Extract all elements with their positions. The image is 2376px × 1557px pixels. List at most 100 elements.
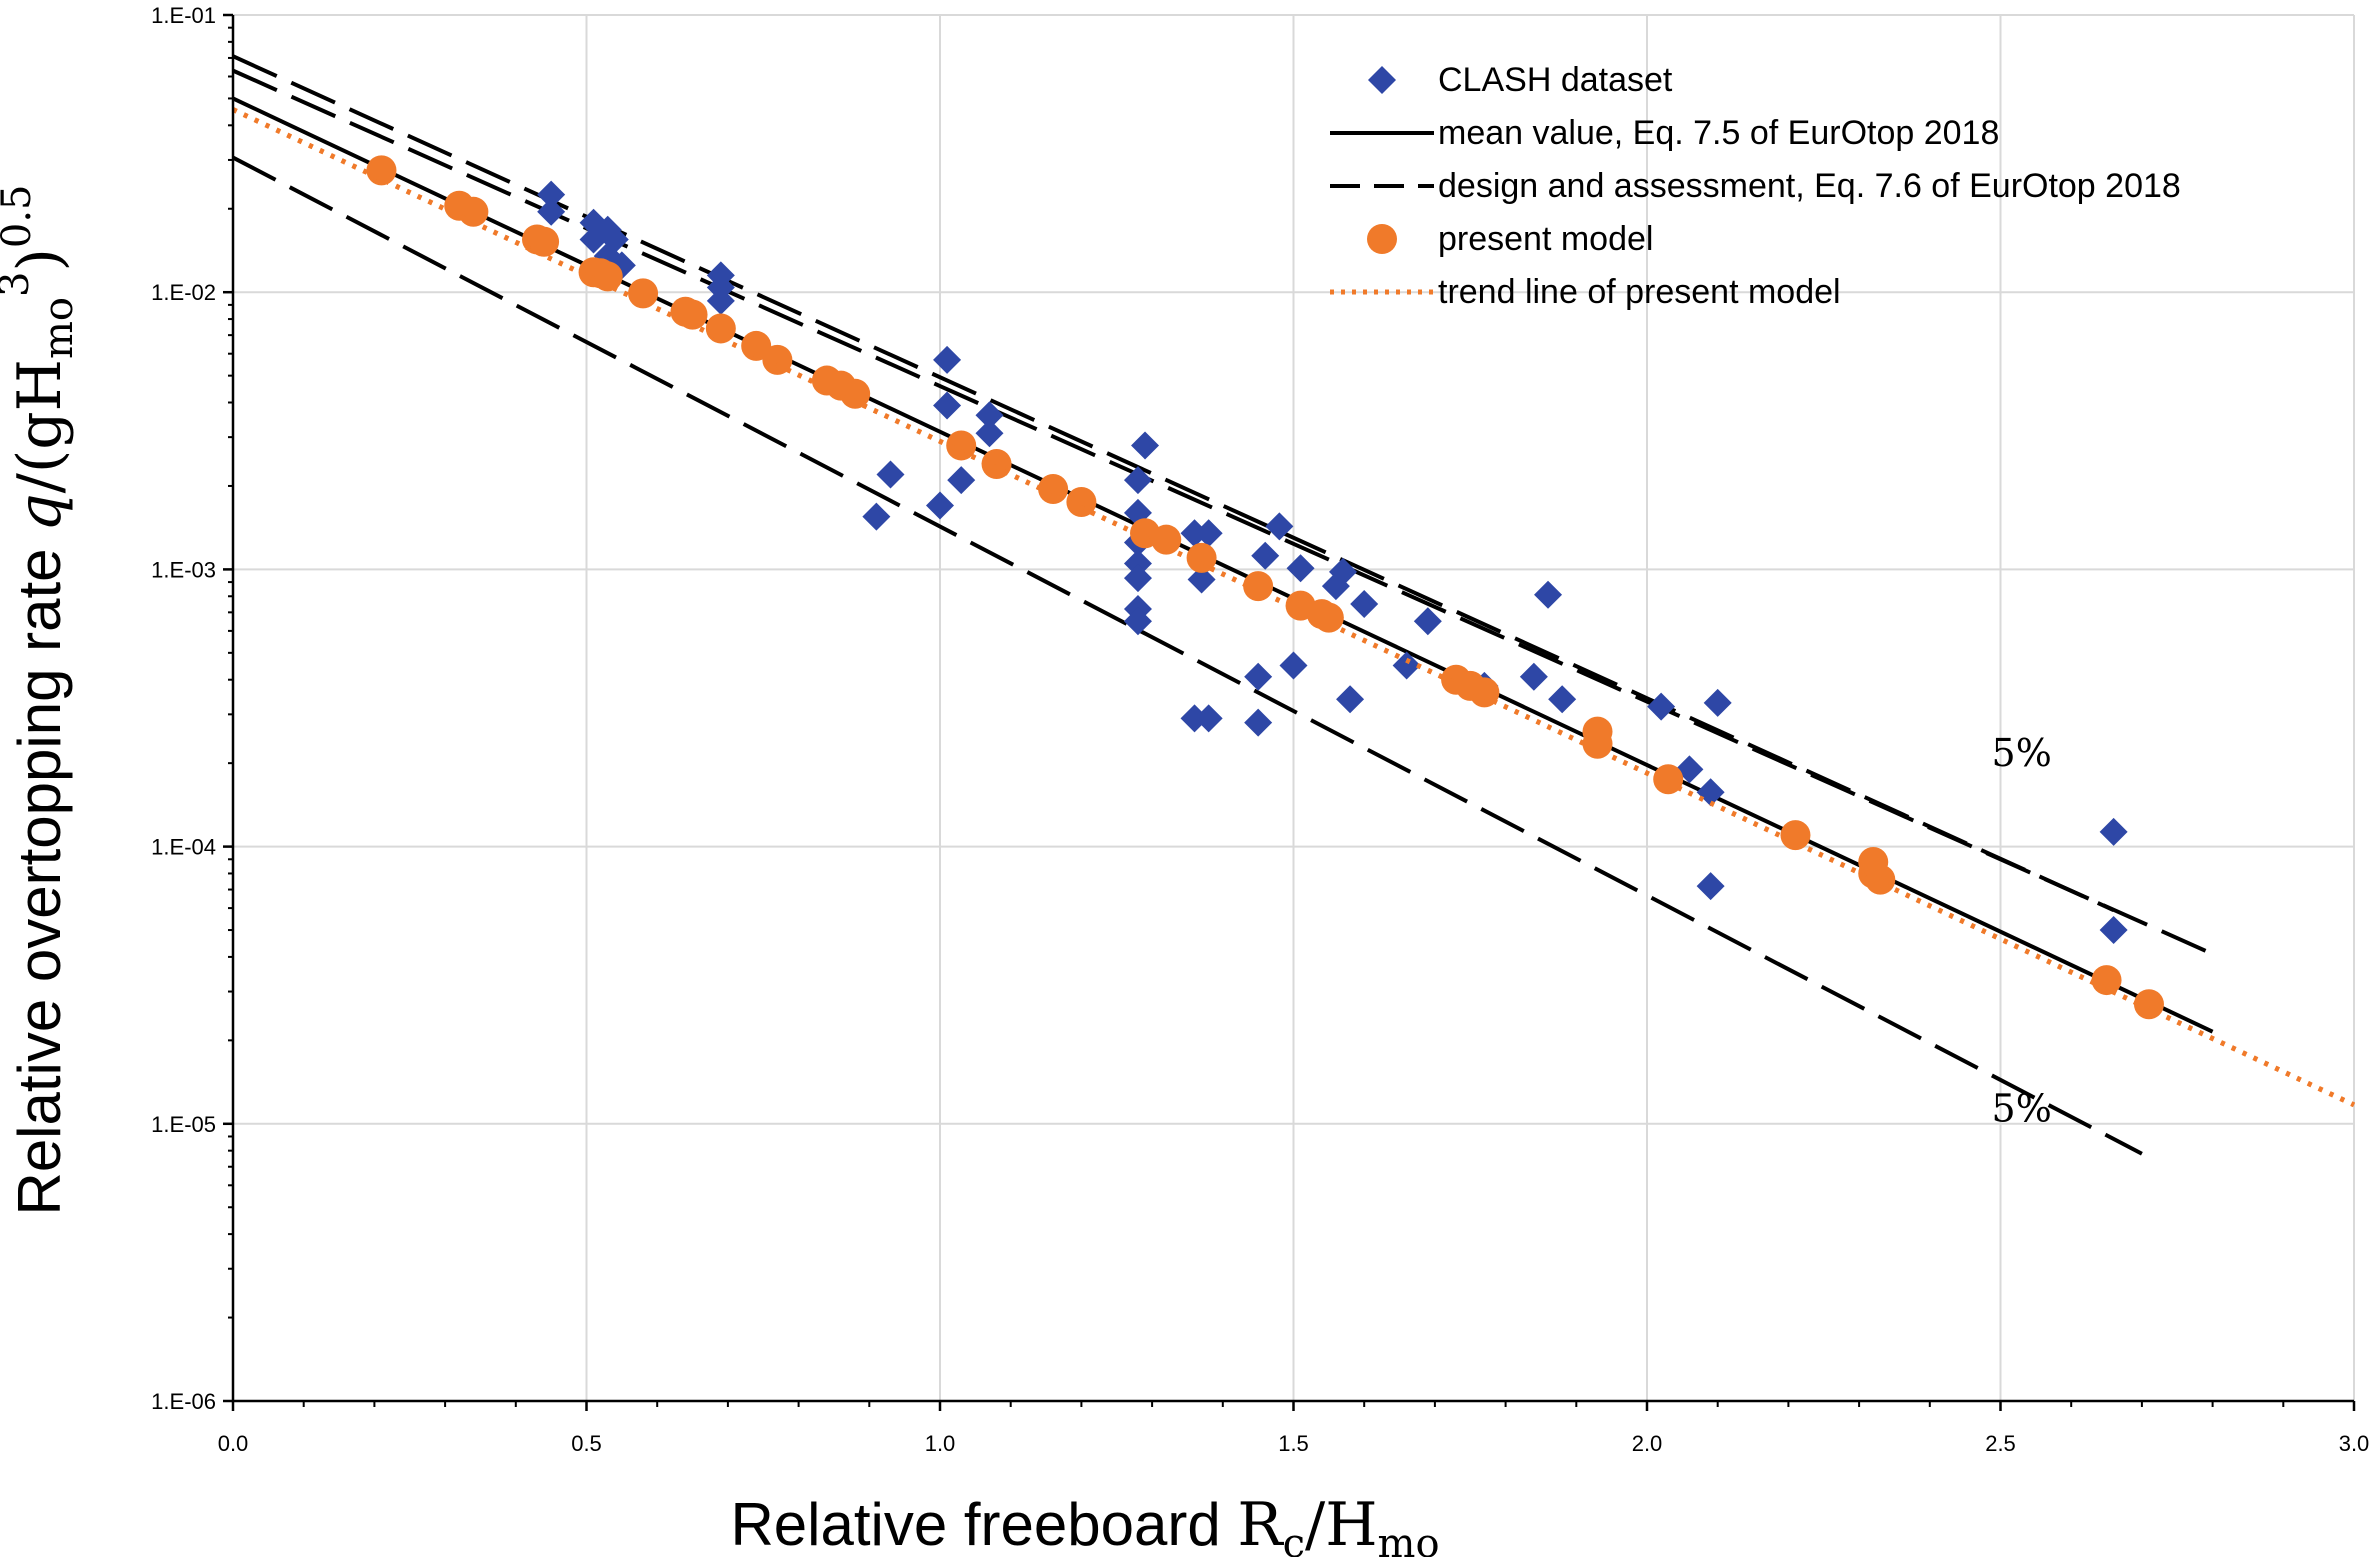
present-model-point [458,196,489,227]
present-model-point [366,155,397,186]
clash-point [1703,688,1732,717]
clash-point [1180,519,1209,548]
clash-point [706,286,735,315]
x-tick-label: 3.0 [2339,1431,2370,1456]
clash-point [1123,564,1152,593]
present-model-point [2133,989,2164,1020]
clash-point [1336,685,1365,714]
y-axis-title-mid: /(gH [5,359,75,493]
y-axis-title-prefix: Relative overtopping rate [6,532,73,1216]
legend-diamond-icon [1368,66,1396,94]
clash-markers [537,180,2128,945]
present-model-point [677,299,708,330]
present-model-point [592,261,623,292]
clash-point [1187,565,1216,594]
x-tick-label: 0.0 [218,1431,249,1456]
x-tick-label: 1.5 [1278,1431,1309,1456]
x-axis-title-c: c [1283,1521,1305,1557]
clash-point [1251,541,1280,570]
legend-label: design and assessment, Eq. 7.6 of EurOto… [1438,167,2181,205]
legend-label: CLASH dataset [1438,61,1673,99]
present-model-point [1151,524,1182,555]
present-model-point [1653,764,1684,795]
clash-point [947,466,976,495]
5-lower-bound-line [232,155,2143,1156]
clash-point [933,345,962,374]
present-model-point [628,278,659,309]
x-tick-label: 1.0 [925,1431,956,1456]
clash-point [1350,590,1379,619]
present-model-point [529,226,560,257]
present-model-point [705,313,736,344]
y-tick-label: 1.E-01 [151,3,216,28]
y-tick-label: 1.E-03 [151,557,216,582]
clash-point [2099,916,2128,945]
legend-label: mean value, Eq. 7.5 of EurOtop 2018 [1438,114,1999,152]
x-axis-title-r: R [1237,1490,1284,1557]
y-axis-title-cube: 3 [0,272,38,297]
present-model-markers [231,107,2356,1108]
present-model-point [946,430,977,461]
legend: CLASH dataset mean value, Eq. 7.5 of EurO… [1330,61,2181,311]
y-tick-label: 1.E-05 [151,1112,216,1137]
clash-point [1519,662,1548,691]
x-tick-label: 0.5 [571,1431,602,1456]
x-axis-title: Relative freeboard Rc/Hmo [730,1490,1439,1557]
clash-point [926,491,954,520]
clash-point [975,401,1004,430]
clash-point [1696,872,1725,901]
present-model-point [840,378,871,409]
clash-point [1696,778,1725,807]
y-axis-title-exponent: 0.5 [0,184,40,248]
clash-point [1647,692,1676,721]
legend-label: present model [1438,220,1653,258]
x-tick-label: 2.0 [1632,1431,1663,1456]
clash-point [862,502,891,531]
clash-point [537,180,566,209]
legend-circle-icon [1367,224,1397,254]
clash-point [1413,607,1442,636]
present-model-point [1865,864,1896,895]
clash-point [1244,708,1273,737]
clash-point [1180,704,1209,733]
present-model-point [2091,965,2122,996]
clash-point [1548,685,1577,714]
clash-point [876,460,905,489]
y-axis-title: Relative overtopping rate q/(gHmo3)0.5 [0,184,82,1215]
tick-labels: 0.0 0.5 1.0 1.5 2.0 2.5 3.0 1.E-06 1.E-05 1.E-04 1… [151,3,2369,1456]
clash-point [2099,817,2128,846]
present-model-point [1313,602,1344,633]
present-model-point [1469,677,1500,708]
present-model-point [1582,728,1613,759]
annotations: 5% 5% [1992,731,2052,1130]
clash-point [933,391,962,420]
clash-point [975,419,1004,448]
clash-point [1279,651,1308,680]
y-tick-label: 1.E-06 [151,1389,216,1414]
clash-point [1534,580,1563,609]
y-tick-label: 1.E-02 [151,280,216,305]
clash-point [1265,512,1294,541]
clash-point [1123,466,1152,495]
clash-point [537,197,566,226]
y-tick-label: 1.E-04 [151,835,216,860]
clash-point [1244,662,1273,691]
present-model-point [1186,542,1217,573]
clash-point [1392,651,1421,680]
present-model-point [1066,487,1097,518]
present-model-point [741,330,772,361]
clash-point [1194,704,1223,733]
present-model-point [762,344,793,375]
clash-point [1286,554,1315,583]
present-model-point [1780,820,1811,851]
axes [223,13,2356,1411]
x-tick-label: 2.5 [1985,1431,2016,1456]
x-axis-title-mo: mo [1378,1521,1440,1557]
clash-point [1123,549,1152,578]
clash-point [1123,607,1152,636]
y-axis-title-mo: mo [36,297,82,359]
legend-label: trend line of present model [1438,273,1841,311]
x-axis-title-prefix: Relative freeboard [730,1491,1237,1557]
